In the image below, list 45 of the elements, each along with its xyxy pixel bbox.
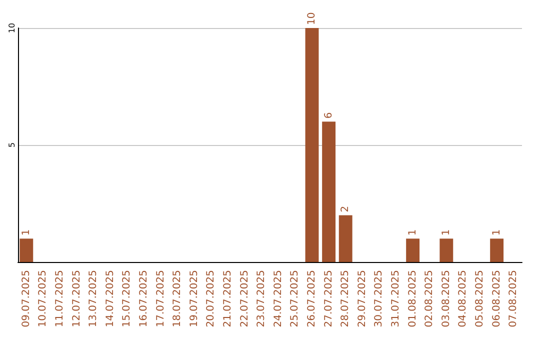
data-label: 1 xyxy=(20,229,32,236)
bar xyxy=(322,122,336,262)
x-tick-label: 04.08.2025 xyxy=(458,270,469,328)
data-label: 2 xyxy=(340,206,352,212)
y-tick-label: 5 xyxy=(8,142,16,148)
data-label: 10 xyxy=(306,12,318,25)
x-tick-label: 20.07.2025 xyxy=(206,270,217,328)
x-tick-label: 25.07.2025 xyxy=(290,270,301,328)
x-tick-label: 11.07.2025 xyxy=(54,270,66,328)
x-tick-label: 10.07.2025 xyxy=(38,270,49,328)
data-label: 6 xyxy=(323,112,334,119)
x-tick-label: 05.08.2025 xyxy=(474,270,486,328)
bar xyxy=(406,238,420,262)
x-tick-label: 01.08.2025 xyxy=(407,270,418,328)
x-tick-label: 07.08.2025 xyxy=(508,270,520,328)
x-tick-label: 26.07.2025 xyxy=(306,270,318,328)
x-tick-label: 30.07.2025 xyxy=(374,270,385,328)
x-tick-label: 22.07.2025 xyxy=(239,270,250,328)
x-tick-label: 15.07.2025 xyxy=(122,270,133,328)
data-label: 1 xyxy=(491,229,502,236)
x-tick-label: 14.07.2025 xyxy=(104,270,116,328)
x-tick-label: 02.08.2025 xyxy=(424,270,436,328)
bar xyxy=(440,238,454,262)
x-tick-label: 09.07.2025 xyxy=(20,270,32,328)
x-tick-label: 12.07.2025 xyxy=(71,270,82,328)
x-tick-label: 28.07.2025 xyxy=(340,270,352,328)
x-tick-label: 16.07.2025 xyxy=(138,270,150,328)
x-tick-label: 24.07.2025 xyxy=(272,270,284,328)
x-tick-label: 23.07.2025 xyxy=(256,270,268,328)
x-tick-label: 19.07.2025 xyxy=(188,270,200,328)
x-tick-label: 06.08.2025 xyxy=(491,270,502,328)
x-tick-label: 13.07.2025 xyxy=(88,270,100,328)
x-tick-label: 03.08.2025 xyxy=(440,270,452,328)
data-label: 1 xyxy=(407,229,418,236)
x-tick-label: 29.07.2025 xyxy=(356,270,368,328)
x-tick-label: 31.07.2025 xyxy=(390,270,402,328)
bar xyxy=(20,238,34,262)
x-tick-label: 17.07.2025 xyxy=(155,270,166,328)
data-label: 1 xyxy=(440,229,452,236)
bar xyxy=(338,215,352,262)
x-tick-label: 27.07.2025 xyxy=(323,270,334,328)
bar xyxy=(490,238,504,262)
bar xyxy=(305,28,319,262)
x-tick-label: 18.07.2025 xyxy=(172,270,184,328)
x-tick-label: 21.07.2025 xyxy=(222,270,234,328)
